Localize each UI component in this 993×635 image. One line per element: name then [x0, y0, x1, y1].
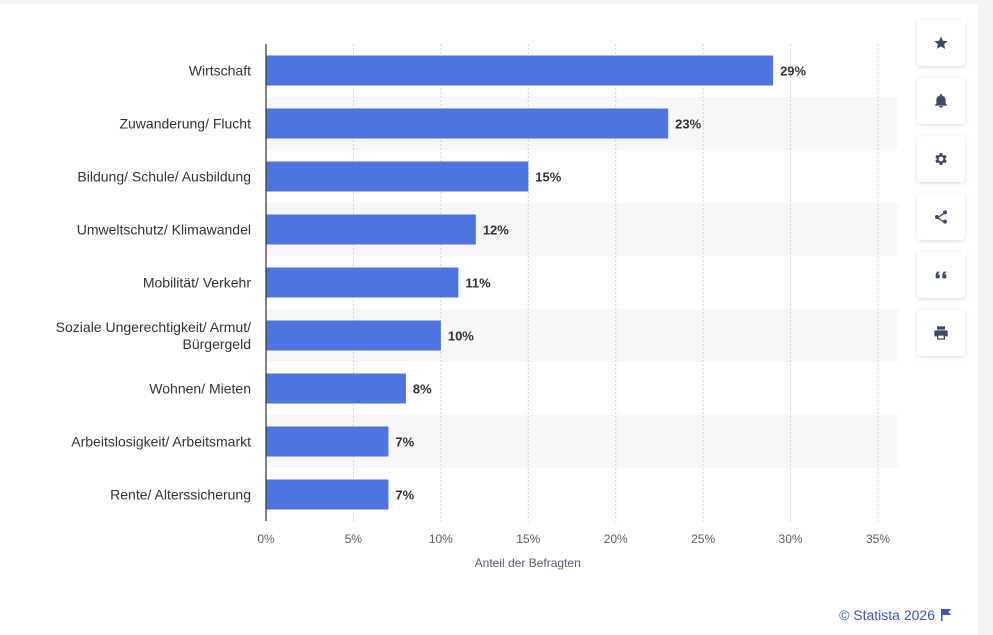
print-button[interactable] — [917, 310, 965, 356]
x-tick-label: 20% — [604, 532, 628, 546]
category-label: Arbeitslosigkeit/ Arbeitsmarkt — [71, 434, 251, 450]
bar-value-label: 10% — [448, 329, 474, 344]
category-label: Rente/ Alterssicherung — [110, 487, 251, 503]
bar-value-label: 11% — [465, 276, 491, 291]
bar-value-label: 12% — [483, 223, 509, 238]
cite-button[interactable] — [917, 252, 965, 298]
flag-icon — [941, 609, 951, 621]
bar[interactable] — [266, 373, 406, 404]
chart-toolbar — [917, 20, 965, 368]
bar[interactable] — [266, 161, 529, 192]
x-tick-label: 5% — [345, 532, 363, 546]
x-tick-label: 15% — [516, 532, 540, 546]
share-button[interactable] — [917, 194, 965, 240]
category-label: Zuwanderung/ Flucht — [119, 116, 251, 132]
category-label: Bildung/ Schule/ Ausbildung — [77, 169, 251, 185]
printer-icon — [934, 326, 948, 340]
x-axis-title: Anteil der Befragten — [475, 556, 581, 570]
category-label: Wohnen/ Mieten — [149, 381, 251, 397]
x-tick-label: 10% — [429, 532, 453, 546]
bar[interactable] — [266, 55, 774, 86]
credit-text: © Statista 2026 — [839, 607, 935, 623]
category-label: Umweltschutz/ Klimawandel — [77, 222, 251, 238]
bell-icon — [935, 94, 947, 108]
bar[interactable] — [266, 320, 441, 351]
category-label: Soziale Ungerechtigkeit/ Armut/Bürgergel… — [56, 319, 251, 352]
bar-value-label: 8% — [413, 382, 432, 397]
statista-credit[interactable]: © Statista 2026 — [839, 607, 951, 623]
bar-value-label: 29% — [780, 64, 806, 79]
category-label: Wirtschaft — [189, 63, 251, 79]
bar-chart: 29% Wirtschaft 23% Zuwanderung/ Flucht 15% Bi… — [56, 44, 898, 570]
favorite-button[interactable] — [917, 20, 965, 66]
bar-value-label: 7% — [395, 488, 414, 503]
category-label: Mobilität/ Verkehr — [143, 275, 251, 291]
bar[interactable] — [266, 267, 459, 298]
bar[interactable] — [266, 108, 669, 139]
bar-value-label: 23% — [675, 117, 701, 132]
bar-value-label: 15% — [535, 170, 561, 185]
quote-icon — [935, 271, 947, 279]
x-tick-label: 25% — [691, 532, 715, 546]
star-icon — [934, 36, 948, 49]
bar-value-label: 7% — [395, 435, 414, 450]
x-tick-label: 30% — [779, 532, 803, 546]
notification-button[interactable] — [917, 78, 965, 124]
share-icon — [935, 210, 947, 224]
settings-button[interactable] — [917, 136, 965, 182]
bar[interactable] — [266, 426, 389, 457]
x-tick-label: 35% — [866, 532, 890, 546]
chart-card: 29% Wirtschaft 23% Zuwanderung/ Flucht 15% Bi… — [0, 4, 978, 635]
gear-icon — [935, 153, 947, 165]
bar[interactable] — [266, 214, 476, 245]
bar[interactable] — [266, 479, 389, 510]
x-tick-label: 0% — [257, 532, 275, 546]
